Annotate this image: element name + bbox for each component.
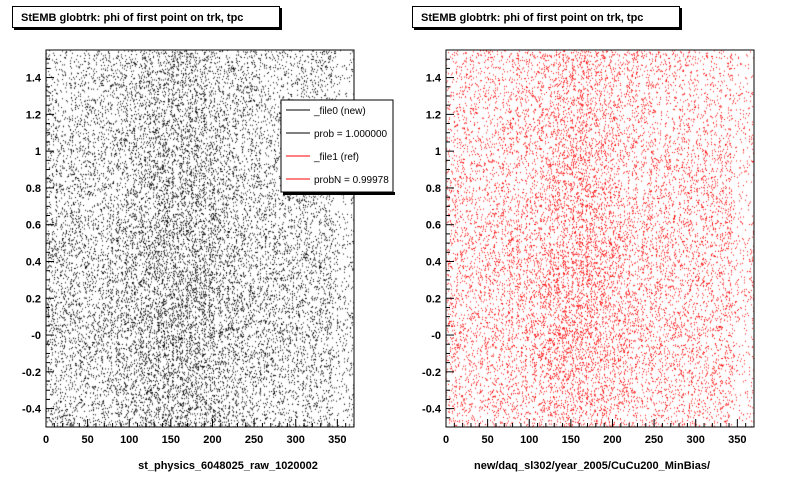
right-plot-title: StEMB globtrk: phi of first point on trk… <box>412 6 680 28</box>
y-tick-label: 1.2 <box>426 109 441 121</box>
x-tick-label: 100 <box>120 434 138 446</box>
y-tick-label: 0.2 <box>426 293 441 305</box>
legend-entry-file0: _file0 (new) <box>313 106 366 117</box>
y-tick-label: 0.4 <box>426 256 442 268</box>
x-tick-label: 0 <box>443 434 449 446</box>
y-tick-label: -0.4 <box>22 404 42 416</box>
scatter-points <box>446 50 754 427</box>
x-tick-label: 0 <box>43 434 49 446</box>
x-tick-label: 100 <box>520 434 538 446</box>
x-tick-label: 50 <box>81 434 93 446</box>
left-plot-title: StEMB globtrk: phi of first point on trk… <box>12 6 280 28</box>
x-tick-label: 150 <box>562 434 580 446</box>
y-tick-label: -0.2 <box>22 367 41 379</box>
y-tick-label: 1.4 <box>26 73 42 85</box>
y-tick-label: -0.2 <box>422 367 441 379</box>
y-tick-label: 0.8 <box>26 183 41 195</box>
x-tick-label: 200 <box>603 434 621 446</box>
x-tick-label: 350 <box>328 434 346 446</box>
y-tick-label: 1 <box>435 146 441 158</box>
y-tick-label: 0.8 <box>426 183 441 195</box>
x-tick-label: 200 <box>203 434 221 446</box>
legend-entry-prob: prob = 1.000000 <box>314 129 388 140</box>
legend-box <box>280 99 394 193</box>
y-tick-label: -0 <box>31 330 41 342</box>
plot-area <box>445 49 755 428</box>
x-tick-label: 250 <box>245 434 263 446</box>
y-tick-label: 1 <box>35 146 41 158</box>
plot-area <box>45 49 355 428</box>
y-tick-label: 0.6 <box>26 220 41 232</box>
x-tick-label: 50 <box>481 434 493 446</box>
x-tick-label: 300 <box>287 434 305 446</box>
legend-entry-file1: _file1 (ref) <box>313 152 359 163</box>
legend-shadow <box>283 192 395 195</box>
x-tick-label: 350 <box>728 434 746 446</box>
x-tick-label: 250 <box>645 434 663 446</box>
y-tick-label: 1.4 <box>426 73 442 85</box>
legend-entry-probn: probN = 0.99978 <box>314 175 389 186</box>
x-tick-label: 150 <box>162 434 180 446</box>
left-x-axis-label: st_physics_6048025_raw_1020002 <box>138 460 318 472</box>
y-tick-label: 0.6 <box>426 220 441 232</box>
right-x-axis-label: new/daq_sl302/year_2005/CuCu200_MinBias/ <box>474 460 710 472</box>
y-tick-label: 0.2 <box>26 293 41 305</box>
legend: _file0 (new) prob = 1.000000 _file1 (ref… <box>280 99 395 195</box>
y-tick-label: 0.4 <box>26 256 42 268</box>
x-tick-label: 300 <box>687 434 705 446</box>
right-plot-frame: 0 50 100 150 200 250 300 350 -0.4 -0.2 -0 0.2 0.4 0.6… <box>422 49 755 446</box>
y-tick-label: 1.2 <box>26 109 41 121</box>
y-tick-label: -0 <box>431 330 441 342</box>
y-tick-label: -0.4 <box>422 404 442 416</box>
